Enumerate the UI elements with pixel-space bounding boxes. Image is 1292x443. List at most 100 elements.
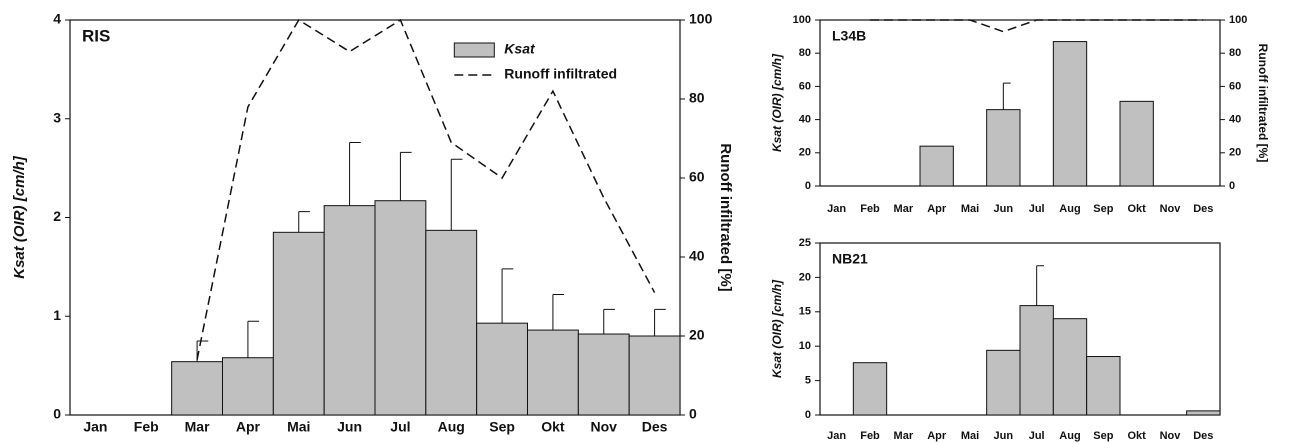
error-bar xyxy=(1036,265,1044,306)
x-tick-label: Mai xyxy=(961,430,979,442)
x-tick-label: Mai xyxy=(287,419,310,435)
error-bar xyxy=(603,308,615,335)
error-bar xyxy=(247,320,260,358)
y-tick-label: 3 xyxy=(53,109,61,125)
error-bar xyxy=(298,211,310,233)
y-tick-label: 0 xyxy=(53,406,61,422)
runoff-line xyxy=(196,18,656,360)
bar xyxy=(852,362,888,416)
x-tick-label: Apr xyxy=(236,419,261,435)
bar xyxy=(577,333,630,416)
y-tick-label: 20 xyxy=(799,147,811,159)
y2-axis-label: Runoff infiltrated [%] xyxy=(717,143,734,291)
y-tick-label: 80 xyxy=(799,47,811,59)
panel-title: L34B xyxy=(832,28,866,44)
x-tick-label: Mar xyxy=(894,430,914,442)
x-tick-label: Des xyxy=(1193,430,1213,442)
error-bar xyxy=(552,294,565,331)
x-tick-label: Jun xyxy=(994,430,1014,442)
bar xyxy=(1052,318,1088,416)
y-axis-label: Ksat (OIR) [cm/h] xyxy=(11,155,28,279)
bar xyxy=(986,109,1021,187)
error-bar xyxy=(501,268,514,324)
bar xyxy=(222,357,274,416)
x-tick-label: Mai xyxy=(961,203,979,215)
y2-tick-label: 80 xyxy=(689,90,705,106)
y-tick-label: 0 xyxy=(805,180,811,192)
y-tick-label: 60 xyxy=(799,80,811,92)
x-tick-label: Apr xyxy=(927,203,947,215)
bar xyxy=(628,335,681,416)
bar xyxy=(272,231,325,416)
bar xyxy=(1086,356,1121,416)
y-tick-label: 15 xyxy=(799,306,811,318)
y2-tick-label: 60 xyxy=(1229,80,1241,92)
y-tick-label: 2 xyxy=(53,208,61,224)
y-tick-label: 40 xyxy=(799,114,811,126)
y2-tick-label: 20 xyxy=(1229,147,1241,159)
bar xyxy=(1052,41,1088,187)
y2-tick-label: 40 xyxy=(1229,114,1241,126)
bar xyxy=(527,329,579,416)
x-tick-label: Jun xyxy=(994,203,1014,215)
bar xyxy=(171,361,224,416)
y2-tick-label: 100 xyxy=(689,11,713,27)
bar xyxy=(425,229,478,416)
y2-tick-label: 40 xyxy=(689,248,705,264)
x-tick-label: Sep xyxy=(1093,203,1113,215)
error-bar xyxy=(349,141,361,206)
bar xyxy=(1119,100,1154,187)
y2-tick-label: 100 xyxy=(1229,14,1247,26)
x-tick-label: Feb xyxy=(134,419,159,435)
x-tick-label: Feb xyxy=(860,203,880,215)
bar xyxy=(476,322,528,416)
panel-title: NB21 xyxy=(832,251,868,267)
y-tick-label: 10 xyxy=(799,340,811,352)
x-tick-label: Aug xyxy=(438,419,465,435)
legend-swatch xyxy=(453,42,495,58)
y2-tick-label: 0 xyxy=(1229,180,1235,192)
bar xyxy=(986,349,1021,416)
bar xyxy=(1186,410,1221,416)
error-bar xyxy=(399,151,412,201)
x-tick-label: Jul xyxy=(1029,430,1045,442)
x-tick-label: Mar xyxy=(185,419,210,435)
y2-tick-label: 20 xyxy=(689,327,705,343)
x-tick-label: Jul xyxy=(1029,203,1045,215)
x-tick-label: Aug xyxy=(1059,203,1080,215)
y2-tick-label: 0 xyxy=(689,406,697,422)
y-tick-label: 20 xyxy=(799,271,811,283)
y-tick-label: 0 xyxy=(805,409,811,421)
x-tick-label: Jun xyxy=(337,419,362,435)
bar xyxy=(919,145,954,187)
legend-label: Ksat xyxy=(504,41,536,57)
x-tick-label: Nov xyxy=(591,419,618,435)
x-tick-label: Okt xyxy=(1127,430,1146,442)
x-tick-label: Jan xyxy=(83,419,107,435)
y2-axis-label: Runoff infiltrated [%] xyxy=(1256,44,1270,163)
y2-tick-label: 80 xyxy=(1229,47,1241,59)
legend-label: Runoff infiltrated xyxy=(504,66,617,82)
x-tick-label: Jan xyxy=(827,203,846,215)
x-tick-label: Sep xyxy=(1093,430,1113,442)
bar xyxy=(1019,305,1054,416)
y-axis-label: Ksat (OIR) [cm/h] xyxy=(770,279,784,378)
y-tick-label: 4 xyxy=(53,11,61,27)
panel-title: RIS xyxy=(82,26,110,45)
y-axis-label: Ksat (OIR) [cm/h] xyxy=(770,53,784,152)
runoff-line xyxy=(870,19,1204,33)
y2-tick-label: 60 xyxy=(689,169,705,185)
bar xyxy=(374,200,427,416)
bar xyxy=(323,205,376,416)
error-bar xyxy=(450,158,463,231)
x-tick-label: Jul xyxy=(390,419,410,435)
x-tick-label: Des xyxy=(642,419,668,435)
x-tick-label: Okt xyxy=(1127,203,1146,215)
y-tick-label: 5 xyxy=(805,375,811,387)
x-tick-label: Nov xyxy=(1160,430,1182,442)
x-tick-label: Mar xyxy=(894,203,914,215)
x-tick-label: Feb xyxy=(860,430,880,442)
x-tick-label: Sep xyxy=(489,419,515,435)
error-bar xyxy=(1002,82,1011,110)
